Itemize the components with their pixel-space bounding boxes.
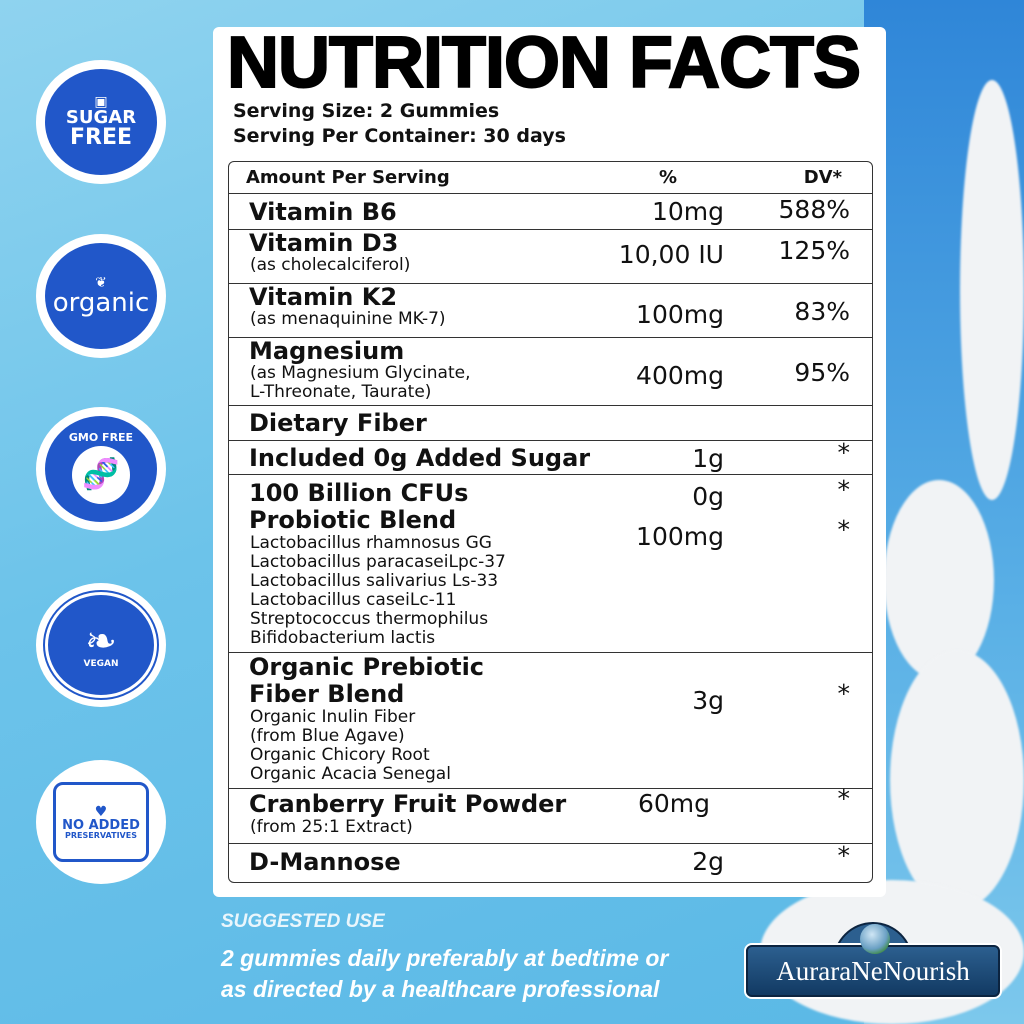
nutrient-amount: 10,00 IU [618,240,724,269]
table-row: Organic Prebiotic Fiber Blend Organic In… [229,652,872,788]
nutrient-amount: 400mg [636,361,724,390]
header-dv: DV* [803,167,842,188]
badge-text: NO ADDED [62,817,140,833]
badge-text: SUGAR [65,107,137,128]
nutrient-dv: * [837,475,851,504]
nutrient-dv: 83% [794,297,850,326]
nutrient-amount: 10mg [651,197,724,226]
nutrient-name: 100 Billion CFUs [249,479,469,507]
nutrient-amount: 60mg [637,789,710,818]
leaf-icon: ❦ [95,275,107,291]
nutrient-amount: 100mg [636,522,724,551]
table-row: Vitamin K2 (as menaquinine MK-7) 100mg 8… [229,283,872,337]
brand-name: AuraraNeNourish [776,955,970,986]
nutrient-dv: * [837,679,851,708]
nutrient-name: Dietary Fiber [249,409,427,437]
globe-icon [860,924,890,954]
nutrient-name: Magnesium [249,337,405,365]
header-amount: Amount Per Serving [246,167,450,188]
nutrient-dv: * [837,515,851,544]
dna-icon: 🧬 [72,445,130,504]
nutrient-dv: * [837,841,851,870]
table-row: Magnesium (as Magnesium Glycinate, L-Thr… [229,337,872,405]
serving-size: Serving Size: 2 Gummies [233,100,500,122]
vegan-badge: ❧ VEGAN [36,583,166,707]
suggested-use-text: 2 gummies daily preferably at bedtime or [221,945,669,971]
milk-splash [890,650,1024,910]
milk-splash [884,480,994,680]
nutrient-dv: 588% [778,195,850,224]
table-row: Cranberry Fruit Powder (from 25:1 Extrac… [229,784,872,843]
nutrient-name: Vitamin D3 [249,229,399,257]
badge-text: VEGAN [83,658,119,669]
nutrient-dv: * [837,438,851,467]
nutrient-dv: * [837,784,851,813]
nutrient-name: Cranberry Fruit Powder [249,790,567,818]
no-preservatives-badge: ♥ NO ADDED PRESERVATIVES [36,760,166,884]
nutrient-name: Vitamin K2 [249,283,398,311]
leaf-icon: ♥ [94,803,108,820]
nutrition-table: Amount Per Serving % DV* Vitamin B6 10mg… [228,161,873,883]
nutrient-name: Fiber Blend [249,680,405,708]
nutrition-facts-panel: NUTRITION FACTS Serving Size: 2 Gummies … [213,23,886,897]
nutrient-detail: (from 25:1 Extract) [250,817,413,837]
table-header: Amount Per Serving % DV* [229,162,872,193]
badge-text: FREE [69,125,133,150]
nutrient-detail: Organic Inulin Fiber (from Blue Agave) O… [250,707,451,784]
nutrient-amount: 3g [692,686,724,715]
nutrient-detail: Lactobacillus rhamnosus GG Lactobacillus… [250,533,506,648]
nutrient-dv: 125% [778,236,850,265]
table-row: Included 0g Added Sugar 1g * [229,438,872,474]
badge-text: organic [52,288,150,318]
page-title: NUTRITION FACTS [226,23,862,103]
serving-per-container: Serving Per Container: 30 days [233,125,566,147]
nutrient-amount: 100mg [636,300,724,329]
nutrient-detail: (as menaquinine MK-7) [250,309,446,329]
table-row: Vitamin D3 (as cholecalciferol) 10,00 IU… [229,229,872,283]
gmo-free-badge: GMO FREE 🧬 [36,407,166,531]
table-row: Vitamin B6 10mg 588% [229,193,872,229]
nutrient-amount: 2g [692,847,724,876]
sugar-free-badge: ▣ SUGAR FREE [36,60,166,184]
milk-splash [960,80,1024,500]
nutrient-amount: 1g [692,444,724,473]
organic-badge: ❦ organic [36,234,166,358]
table-row: Dietary Fiber [229,405,872,440]
badge-text: PRESERVATIVES [65,830,137,840]
nutrient-dv: 95% [794,358,850,387]
nutrient-amount: 0g [692,482,724,511]
suggested-use-heading: SUGGESTED USE [221,911,385,932]
header-percent: % [659,167,678,188]
nutrient-name: Probiotic Blend [249,506,457,534]
nutrient-name: Vitamin B6 [249,198,397,226]
leaves-icon: ❧ [85,618,117,663]
nutrient-detail: (as Magnesium Glycinate, L-Threonate, Ta… [250,363,471,402]
nutrient-name: Organic Prebiotic [249,653,485,681]
nutrient-name: Included 0g Added Sugar [249,444,591,472]
table-row: D-Mannose 2g * [229,841,872,884]
table-row: 100 Billion CFUs 0g * Probiotic Blend 10… [229,474,872,652]
nutrient-name: D-Mannose [249,848,401,876]
nutrient-detail: (as cholecalciferol) [250,255,411,275]
sugar-cube-icon: ▣ [94,94,108,110]
badge-text: GMO FREE [68,430,134,444]
suggested-use-text: as directed by a healthcare professional [221,976,660,1002]
